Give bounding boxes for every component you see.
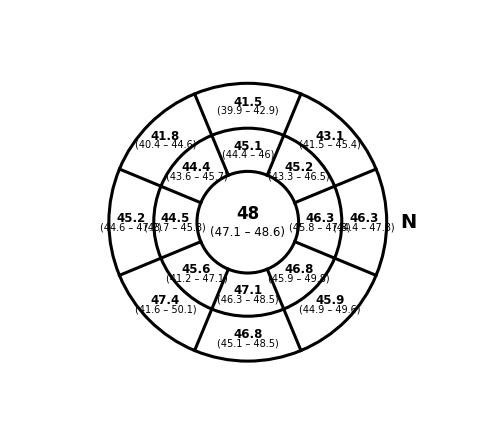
Text: 48: 48 <box>236 205 260 223</box>
Text: 45.2: 45.2 <box>116 212 146 225</box>
Text: 45.6: 45.6 <box>182 263 212 276</box>
Text: 46.3: 46.3 <box>350 212 379 225</box>
Text: 41.5: 41.5 <box>233 95 262 109</box>
Text: (45.8 – 47.8): (45.8 – 47.8) <box>290 222 351 232</box>
Text: (43.7 – 45.8): (43.7 – 45.8) <box>144 222 206 232</box>
Text: (44.9 – 49.6): (44.9 – 49.6) <box>300 304 361 315</box>
Text: 44.4: 44.4 <box>182 161 212 174</box>
Text: 46.3: 46.3 <box>306 212 335 225</box>
Text: (44.4 – 47.8): (44.4 – 47.8) <box>334 222 395 232</box>
Text: (46.3 – 48.5): (46.3 – 48.5) <box>217 295 278 305</box>
Text: (45.9 – 49.8): (45.9 – 49.8) <box>268 274 330 283</box>
Text: (39.9 – 42.9): (39.9 – 42.9) <box>217 106 278 116</box>
Text: 45.2: 45.2 <box>284 161 314 174</box>
Text: 44.5: 44.5 <box>160 212 190 225</box>
Text: 41.8: 41.8 <box>151 130 180 143</box>
Text: 45.1: 45.1 <box>233 139 262 153</box>
Text: (44.6 – 47.2): (44.6 – 47.2) <box>100 222 162 232</box>
Text: (41.5 – 45.4): (41.5 – 45.4) <box>300 140 361 150</box>
Text: 47.1: 47.1 <box>233 284 262 297</box>
Text: N: N <box>400 213 416 232</box>
Text: 46.8: 46.8 <box>284 263 314 276</box>
Text: 47.4: 47.4 <box>151 294 180 307</box>
Text: (43.3 – 46.5): (43.3 – 46.5) <box>268 171 330 181</box>
Text: (44.4 – 46): (44.4 – 46) <box>222 150 274 160</box>
Text: (47.1 – 48.6): (47.1 – 48.6) <box>210 226 286 239</box>
Text: 45.9: 45.9 <box>316 294 345 307</box>
Text: 46.8: 46.8 <box>233 328 262 341</box>
Text: (40.4 – 44.6): (40.4 – 44.6) <box>134 140 196 150</box>
Text: (41.6 – 50.1): (41.6 – 50.1) <box>134 304 196 315</box>
Text: (41.2 – 47.1): (41.2 – 47.1) <box>166 274 228 283</box>
Text: (43.6 – 45.7): (43.6 – 45.7) <box>166 171 228 181</box>
Text: 43.1: 43.1 <box>316 130 344 143</box>
Text: (45.1 – 48.5): (45.1 – 48.5) <box>217 339 278 349</box>
